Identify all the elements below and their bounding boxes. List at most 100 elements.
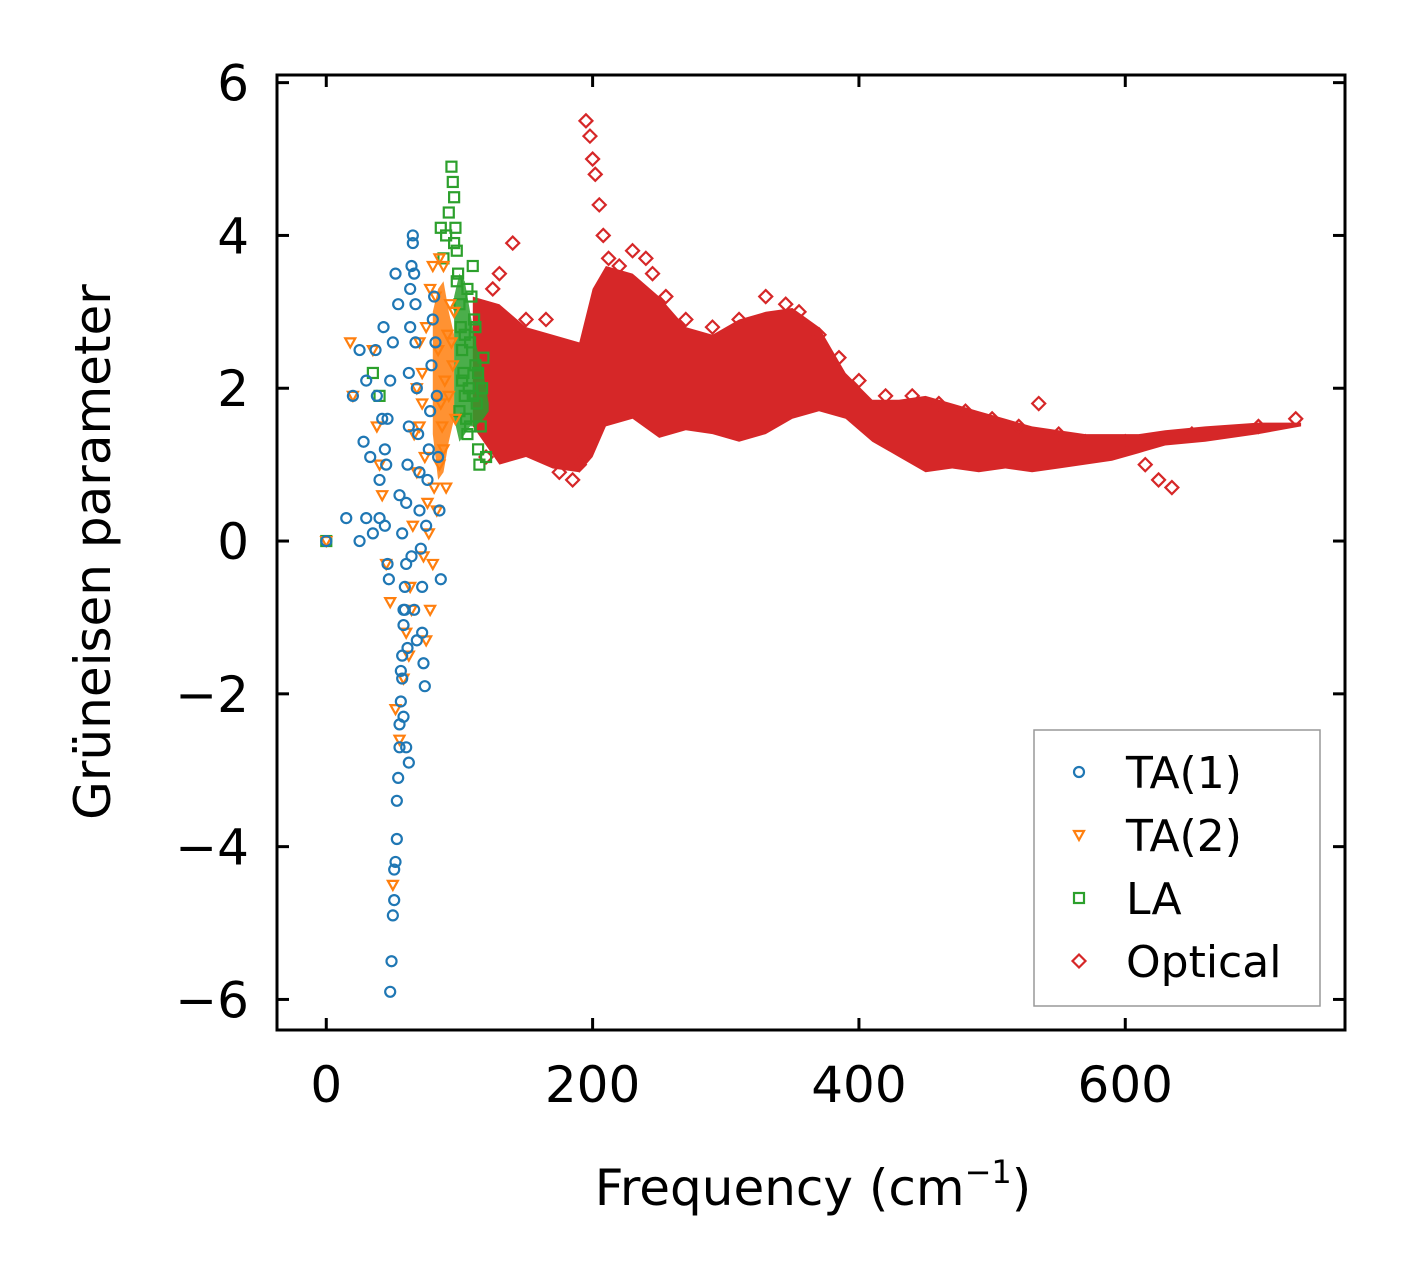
data-point bbox=[425, 558, 440, 572]
data-point bbox=[731, 311, 748, 328]
data-point bbox=[456, 374, 469, 387]
data-point bbox=[400, 496, 413, 509]
data-point bbox=[420, 497, 435, 511]
legend: TA(1) TA(2) LA Optical bbox=[1033, 729, 1321, 1007]
data-point bbox=[405, 550, 418, 563]
data-point bbox=[458, 328, 471, 341]
data-point bbox=[432, 253, 447, 266]
data-point bbox=[1050, 426, 1067, 443]
data-point bbox=[408, 267, 421, 280]
data-point bbox=[473, 458, 486, 471]
data-point bbox=[429, 336, 442, 349]
data-point bbox=[444, 337, 459, 350]
data-point bbox=[353, 534, 366, 548]
data-point bbox=[704, 319, 721, 336]
data-point bbox=[644, 265, 661, 282]
data-points bbox=[319, 112, 1304, 998]
data-point bbox=[439, 482, 453, 495]
data-point bbox=[366, 527, 379, 540]
data-point bbox=[657, 288, 674, 305]
data-point bbox=[401, 458, 414, 471]
data-point bbox=[369, 343, 382, 357]
data-point bbox=[450, 244, 463, 257]
data-point bbox=[425, 260, 440, 274]
data-point bbox=[320, 534, 333, 548]
data-point bbox=[467, 313, 481, 326]
data-point bbox=[416, 580, 429, 593]
data-point bbox=[984, 410, 1001, 427]
data-point bbox=[370, 421, 384, 434]
y-axis-title: Grüneisen parameter bbox=[64, 284, 122, 820]
data-point bbox=[396, 527, 409, 540]
data-point bbox=[484, 280, 501, 297]
data-point bbox=[491, 265, 508, 282]
data-point bbox=[435, 421, 449, 434]
data-point bbox=[591, 196, 608, 213]
data-point bbox=[877, 387, 894, 404]
data-point bbox=[810, 326, 828, 343]
data-point bbox=[421, 473, 434, 487]
data-point bbox=[390, 794, 403, 807]
data-point bbox=[360, 512, 373, 525]
data-point bbox=[404, 282, 417, 296]
plot-frame bbox=[275, 73, 1347, 1032]
data-point bbox=[381, 412, 394, 425]
data-point bbox=[479, 450, 493, 464]
data-point bbox=[402, 420, 415, 433]
la-dense-band bbox=[454, 273, 489, 442]
data-point bbox=[624, 242, 641, 259]
data-point bbox=[392, 771, 405, 784]
data-point bbox=[423, 283, 438, 297]
y-tick-label: 4 bbox=[217, 207, 249, 265]
data-point bbox=[448, 413, 463, 427]
data-point bbox=[397, 710, 410, 723]
data-point bbox=[340, 512, 353, 525]
data-point bbox=[388, 894, 401, 907]
data-point bbox=[677, 311, 694, 328]
legend-marker bbox=[1072, 891, 1086, 905]
y-tick-label: 6 bbox=[217, 55, 249, 113]
data-point bbox=[373, 473, 386, 487]
optical-dense-band bbox=[472, 266, 1302, 473]
data-point bbox=[397, 618, 410, 632]
data-point bbox=[930, 395, 947, 412]
axis-ticks: 0 200 400 600 −6 −4 −2 0 2 4 6 bbox=[175, 55, 1345, 1114]
data-point bbox=[434, 221, 447, 234]
data-point bbox=[1250, 418, 1267, 435]
data-point bbox=[449, 221, 462, 234]
y-tick-label: −2 bbox=[175, 666, 249, 724]
y-tick-label: −6 bbox=[175, 971, 249, 1029]
data-point bbox=[1077, 433, 1094, 450]
x-tick-label: 600 bbox=[1078, 1056, 1173, 1114]
data-point bbox=[393, 741, 406, 754]
data-point bbox=[430, 389, 443, 402]
data-point bbox=[420, 519, 433, 532]
data-point bbox=[1030, 395, 1047, 412]
series-optical bbox=[478, 112, 1304, 496]
data-point bbox=[440, 329, 455, 343]
data-point bbox=[595, 227, 612, 244]
data-point bbox=[392, 298, 405, 311]
data-point bbox=[383, 597, 398, 610]
legend-marker bbox=[1070, 952, 1088, 970]
data-point bbox=[577, 112, 595, 129]
data-point bbox=[450, 275, 463, 288]
data-point bbox=[409, 336, 422, 349]
data-point bbox=[777, 296, 794, 313]
data-point bbox=[1010, 418, 1027, 435]
data-point bbox=[436, 444, 451, 457]
data-point bbox=[405, 520, 420, 534]
data-point bbox=[477, 351, 490, 364]
data-point bbox=[357, 435, 370, 448]
data-point bbox=[400, 741, 413, 754]
data-point bbox=[402, 756, 415, 769]
data-point bbox=[380, 458, 393, 471]
data-point bbox=[412, 427, 425, 441]
x-axis-title-main: Frequency (cm bbox=[595, 1159, 965, 1217]
data-point bbox=[637, 250, 654, 267]
data-point bbox=[517, 311, 535, 328]
data-point bbox=[413, 504, 426, 517]
data-point bbox=[504, 235, 521, 252]
data-point bbox=[448, 236, 461, 250]
data-point bbox=[394, 664, 407, 678]
